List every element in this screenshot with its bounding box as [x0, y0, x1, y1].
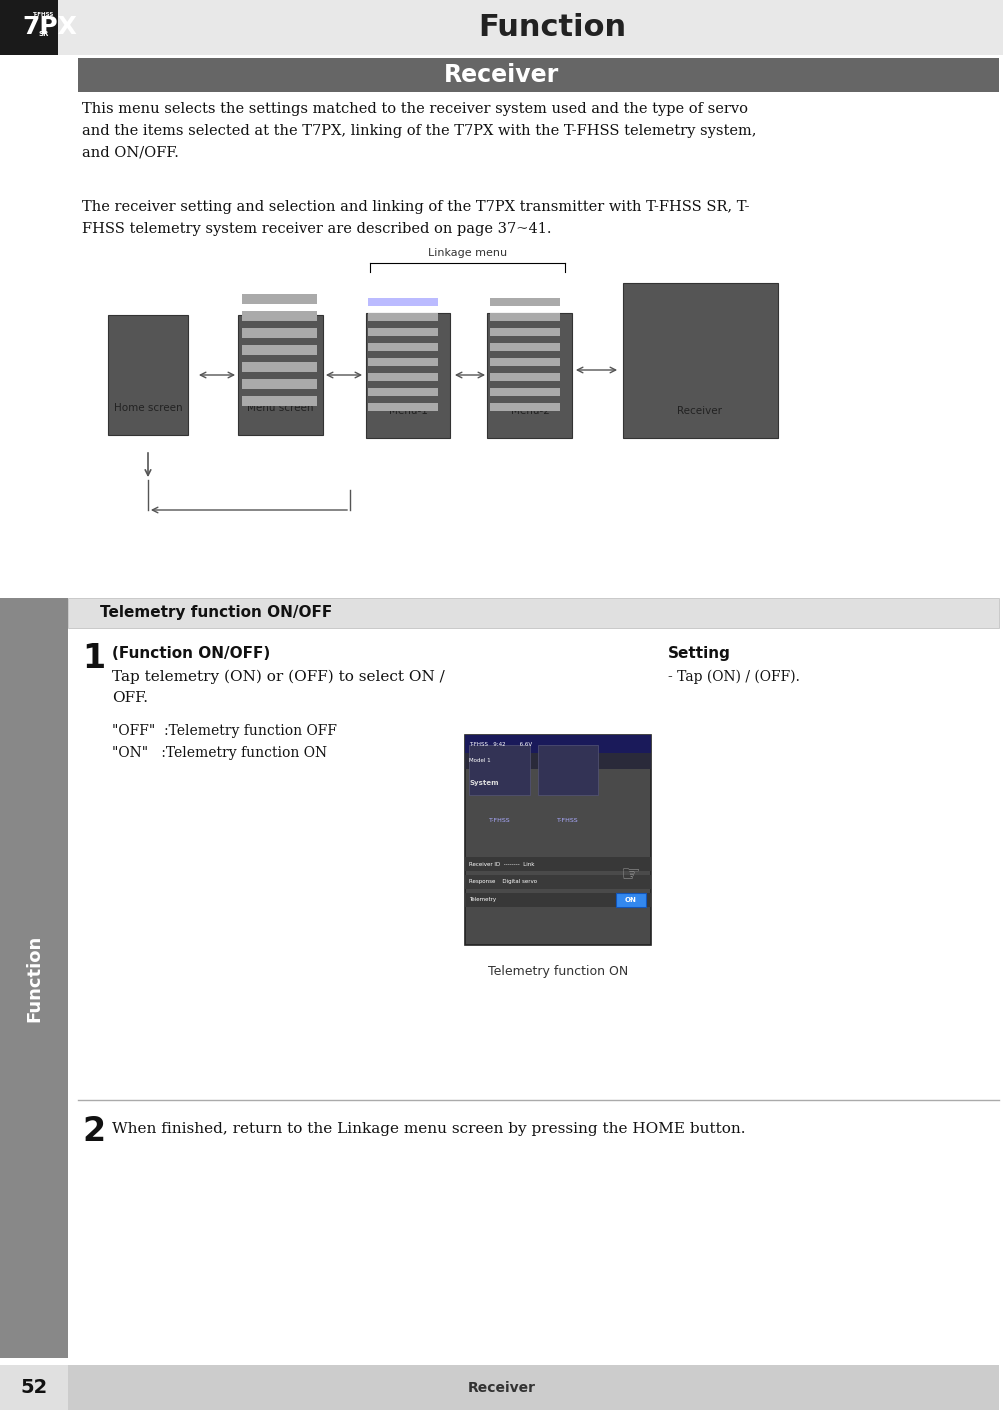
Bar [465, 735, 650, 754]
Bar [78, 58, 998, 92]
Text: T-FHSS   9:42        6.6V: T-FHSS 9:42 6.6V [469, 741, 533, 747]
Text: Receiver ID  --------  Link: Receiver ID -------- Link [469, 861, 535, 867]
Bar [487, 312, 572, 437]
Text: Telemetry function ON: Telemetry function ON [487, 964, 628, 978]
Text: Menu-1: Menu-1 [388, 406, 427, 416]
Text: Linkage menu: Linkage menu [428, 247, 508, 257]
Bar [465, 754, 650, 769]
Bar [489, 403, 560, 411]
Text: Tap telemetry (ON) or (OFF) to select ON /
OFF.: Tap telemetry (ON) or (OFF) to select ON… [112, 670, 444, 706]
Text: When finished, return to the Linkage menu screen by pressing the HOME button.: When finished, return to the Linkage men… [112, 1121, 745, 1135]
Text: T-FHSS: T-FHSS [33, 11, 54, 17]
Text: Setting: Setting [667, 646, 730, 660]
Text: Response    Digital servo: Response Digital servo [469, 880, 537, 885]
Text: Receiver: Receiver [677, 406, 722, 416]
Bar [368, 312, 437, 321]
Bar [365, 312, 450, 437]
Text: "ON"   :Telemetry function ON: "ON" :Telemetry function ON [112, 747, 327, 759]
Bar [368, 373, 437, 382]
Bar [0, 0, 58, 55]
Bar [368, 403, 437, 411]
Text: - Tap (ON) / (OFF).: - Tap (ON) / (OFF). [667, 670, 799, 684]
Bar [489, 373, 560, 382]
Bar [242, 379, 317, 389]
Bar [368, 342, 437, 351]
Bar [242, 345, 317, 355]
Bar [489, 358, 560, 366]
Bar [108, 315, 188, 436]
Bar [465, 735, 650, 945]
Text: Home screen: Home screen [113, 403, 183, 413]
Bar [368, 358, 437, 366]
Bar [489, 387, 560, 396]
Text: SR: SR [39, 31, 49, 37]
Bar [465, 875, 650, 889]
Bar [489, 298, 560, 307]
Bar [242, 362, 317, 372]
Bar [368, 328, 437, 337]
Bar [489, 312, 560, 321]
Text: Function: Function [477, 13, 626, 42]
Text: T-FHSS: T-FHSS [488, 817, 510, 823]
Text: (Function ON/OFF): (Function ON/OFF) [112, 646, 270, 660]
Text: Telemetry function ON/OFF: Telemetry function ON/OFF [100, 605, 332, 621]
Text: T-FHSS: T-FHSS [556, 817, 578, 823]
Text: This menu selects the settings matched to the receiver system used and the type : This menu selects the settings matched t… [82, 102, 755, 160]
Text: Telemetry: Telemetry [469, 898, 496, 902]
Bar [469, 745, 529, 795]
Bar [465, 894, 650, 906]
Text: Receiver: Receiver [467, 1380, 536, 1394]
Bar [368, 387, 437, 396]
Text: ☞: ☞ [620, 865, 640, 885]
Bar [242, 311, 317, 321]
Text: 7PX: 7PX [22, 16, 77, 40]
Text: Menu screen: Menu screen [247, 403, 313, 413]
Text: Menu-2: Menu-2 [511, 406, 549, 416]
Text: 2: 2 [82, 1116, 105, 1148]
Bar [68, 1365, 998, 1410]
Text: System: System [469, 781, 498, 786]
Bar [489, 328, 560, 337]
Text: Receiver: Receiver [444, 64, 559, 88]
Text: The receiver setting and selection and linking of the T7PX transmitter with T-FH: The receiver setting and selection and l… [82, 199, 749, 236]
Bar [242, 328, 317, 338]
Bar [242, 294, 317, 304]
Bar [368, 298, 437, 307]
Bar [489, 342, 560, 351]
Bar [55, 0, 1003, 55]
Bar [242, 396, 317, 406]
Text: ON: ON [624, 896, 636, 904]
Text: 52: 52 [20, 1379, 47, 1397]
Text: "OFF"  :Telemetry function OFF: "OFF" :Telemetry function OFF [112, 724, 337, 738]
Bar [537, 745, 597, 795]
Bar [68, 598, 998, 628]
Text: Function: Function [25, 935, 43, 1022]
Bar [0, 598, 68, 1357]
Text: Model 1: Model 1 [469, 758, 490, 764]
Bar [622, 283, 776, 437]
Bar [238, 315, 322, 436]
Bar [615, 894, 645, 906]
Text: 1: 1 [82, 642, 105, 674]
Bar [0, 1365, 68, 1410]
Bar [465, 857, 650, 871]
